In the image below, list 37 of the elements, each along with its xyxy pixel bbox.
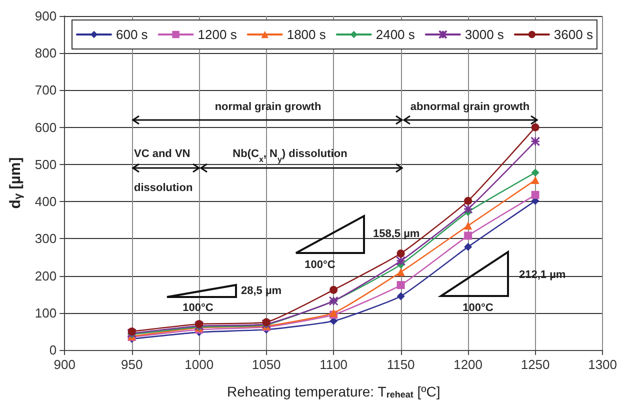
x-tick-label: 1050 xyxy=(252,357,281,372)
x-tick-label: 1000 xyxy=(184,357,214,372)
x-tick-label: 1100 xyxy=(320,357,348,372)
annotation: 100°C xyxy=(304,259,336,271)
x-tick-label: 1150 xyxy=(386,357,415,372)
y-tick-label: 900 xyxy=(34,8,57,24)
y-tick-label: 400 xyxy=(34,194,57,210)
y-tick-label: 100 xyxy=(34,305,57,320)
x-tick-label: 900 xyxy=(54,357,76,372)
annotation: Nb(C$_{x}$, N$_{y}$) dissolution xyxy=(232,148,348,164)
x-tick-label: 1250 xyxy=(520,357,550,372)
y-tick-label: 300 xyxy=(34,231,57,246)
annotation: VC and VN xyxy=(134,148,190,160)
annotation: 28,5 µm xyxy=(241,285,282,297)
legend-label: 3000 s xyxy=(464,27,504,42)
y-tick-label: 700 xyxy=(34,82,57,98)
annotation: 100°C xyxy=(462,302,494,314)
legend-label: 1200 s xyxy=(198,27,238,42)
annotation: abnormal grain growth xyxy=(410,101,530,113)
y-tick-label: 600 xyxy=(34,120,57,135)
legend-label: 600 s xyxy=(116,27,148,42)
legend-label: 1800 s xyxy=(286,27,326,42)
annotation: 100°C xyxy=(182,302,214,314)
legend-label: 3600 s xyxy=(554,27,594,42)
y-axis-title: dγ [µm] xyxy=(7,157,24,209)
annotation: 158,5 µm xyxy=(373,228,420,240)
y-tick-label: 500 xyxy=(34,156,57,172)
legend-label: 2400 s xyxy=(376,27,416,42)
x-axis-title: Reheating temperature: Treheat [ºC] xyxy=(226,384,440,400)
x-tick-label: 1200 xyxy=(454,357,483,372)
annotation: normal grain growth xyxy=(214,101,322,113)
x-tick-label: 950 xyxy=(120,357,143,372)
y-tick-label: 0 xyxy=(49,342,57,358)
x-tick-label: 1300 xyxy=(588,357,617,372)
annotation: dissolution xyxy=(134,182,193,194)
y-tick-label: 200 xyxy=(34,268,57,284)
y-tick-label: 800 xyxy=(34,46,57,61)
